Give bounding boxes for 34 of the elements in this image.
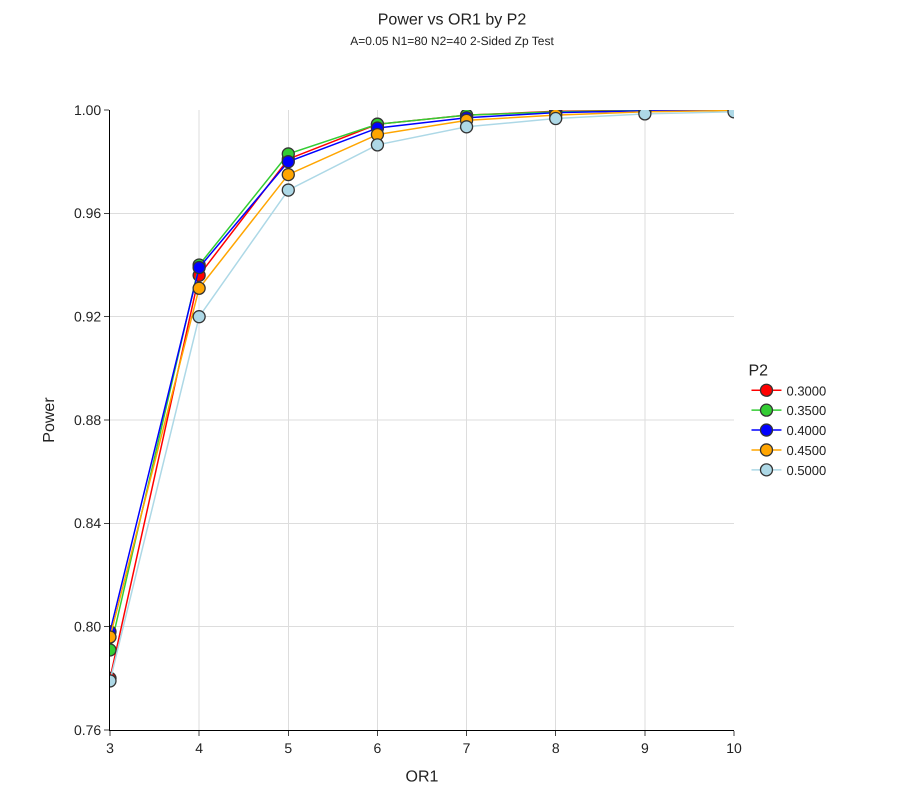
point bbox=[282, 168, 295, 182]
point bbox=[192, 310, 206, 324]
x-tick-label: 6 bbox=[374, 740, 382, 756]
point bbox=[192, 282, 206, 295]
x-tick-label: 8 bbox=[552, 740, 560, 756]
point bbox=[282, 183, 295, 197]
legend-label: 0.3000 bbox=[786, 383, 826, 398]
point bbox=[282, 155, 295, 168]
y-tick-label: 0.88 bbox=[74, 412, 102, 428]
point bbox=[460, 120, 474, 134]
x-tick-label: 9 bbox=[640, 740, 649, 756]
y-axis-title: Power bbox=[40, 396, 58, 443]
x-tick-label: 10 bbox=[726, 740, 742, 756]
x-tick-label: 5 bbox=[284, 740, 292, 756]
x-tick-label: 4 bbox=[195, 740, 204, 756]
legend-label: 0.4500 bbox=[786, 443, 826, 458]
point bbox=[192, 260, 206, 274]
y-tick-label: 0.84 bbox=[74, 515, 102, 532]
chart-title: Power vs OR1 by P2 bbox=[378, 11, 526, 28]
y-tick-label: 0.92 bbox=[74, 308, 102, 325]
y-tick-label: 0.76 bbox=[74, 722, 102, 738]
legend-label: 0.5000 bbox=[786, 462, 826, 478]
x-tick-label: 3 bbox=[106, 740, 114, 756]
y-tick-label: 0.80 bbox=[74, 618, 102, 635]
legend-label: 0.3500 bbox=[786, 403, 826, 418]
x-axis-title: OR1 bbox=[406, 768, 439, 786]
chart-subtitle: A=0.05 N1=80 N2=40 2-Sided Zp Test bbox=[350, 34, 554, 48]
legend-title: P2 bbox=[748, 362, 768, 380]
y-tick-label: 0.96 bbox=[74, 205, 102, 222]
y-tick-label: 1.00 bbox=[74, 102, 102, 118]
point bbox=[549, 112, 562, 126]
point bbox=[370, 138, 384, 152]
x-tick-label: 7 bbox=[462, 740, 471, 756]
legend-label: 0.4000 bbox=[786, 423, 826, 438]
